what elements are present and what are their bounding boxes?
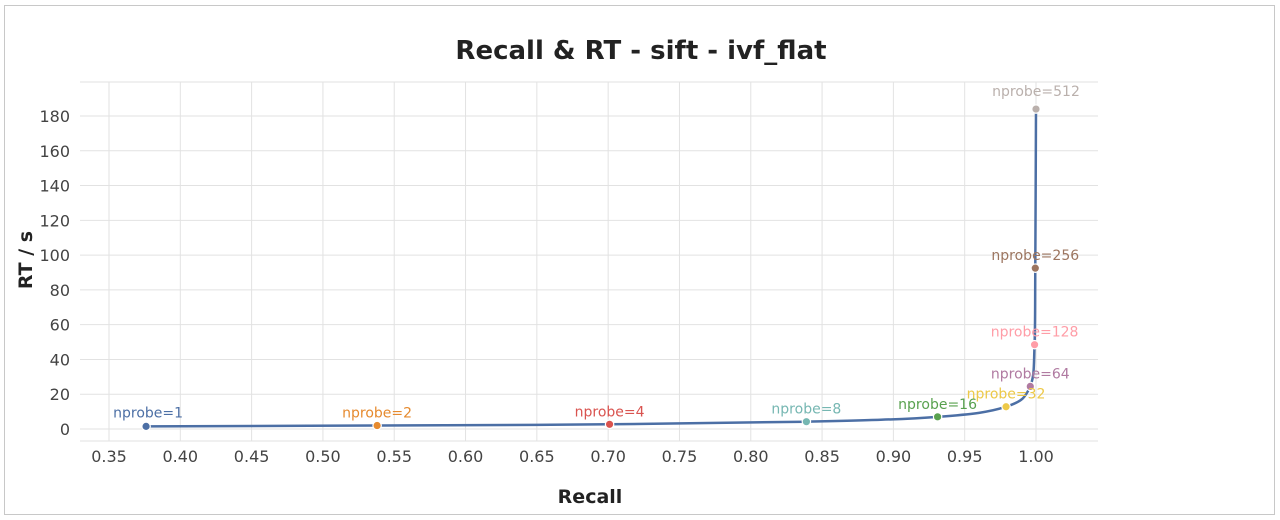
y-tick-label: 120: [39, 211, 70, 230]
x-tick-label: 1.00: [1018, 447, 1054, 466]
y-tick-label: 20: [50, 385, 70, 404]
y-tick-label: 40: [50, 350, 70, 369]
point-annotation: nprobe=2: [342, 406, 412, 422]
y-tick-label: 0: [60, 420, 70, 439]
series-layer: [146, 109, 1038, 428]
point-annotation: nprobe=16: [898, 397, 977, 413]
y-tick-label: 140: [39, 177, 70, 196]
x-tick-label: 0.40: [162, 447, 198, 466]
y-tick-label: 180: [39, 107, 70, 126]
x-tick-label: 0.60: [448, 447, 484, 466]
x-tick-label: 0.85: [804, 447, 840, 466]
point-annotation: nprobe=256: [991, 248, 1079, 264]
x-tick-label: 0.95: [947, 447, 983, 466]
label-layer: nprobe=1 nprobe=2 nprobe=4 nprobe=8 nprobe=1…: [113, 84, 1080, 421]
data-point: [1029, 339, 1040, 350]
point-annotation: nprobe=32: [967, 387, 1046, 403]
x-tick-label: 0.90: [876, 447, 912, 466]
point-annotation: nprobe=64: [991, 366, 1070, 382]
x-tick-label: 0.70: [590, 447, 626, 466]
x-tick-label: 0.45: [234, 447, 270, 466]
x-tick-label: 0.80: [733, 447, 769, 466]
grid-layer: [80, 81, 1098, 442]
data-point: [372, 420, 382, 431]
y-axis-label: RT / s: [15, 231, 37, 289]
point-layer: [141, 104, 1041, 432]
series-line: [146, 109, 1038, 428]
x-tick-label: 0.50: [305, 447, 341, 466]
data-point: [1001, 401, 1011, 412]
x-tick-label: 0.35: [91, 447, 127, 466]
point-annotation: nprobe=4: [575, 404, 645, 420]
y-tick-label: 60: [50, 316, 70, 335]
data-point: [1031, 104, 1041, 114]
chart-title: Recall & RT - sift - ivf_flat: [455, 36, 826, 66]
data-point: [1025, 381, 1036, 392]
data-point: [604, 419, 615, 430]
y-tick-label: 100: [39, 246, 70, 265]
y-tick-label: 160: [39, 142, 70, 161]
tick-layer: 0.35 0.40 0.45 0.50 0.55 0.60 0.65 0.70 0.75 0.80…: [39, 107, 1053, 466]
data-point: [801, 416, 812, 427]
point-annotation: nprobe=128: [991, 325, 1079, 341]
x-tick-label: 0.65: [519, 447, 555, 466]
point-annotation: nprobe=1: [113, 405, 183, 421]
x-tick-label: 0.75: [662, 447, 698, 466]
x-axis-label: Recall: [558, 486, 623, 508]
data-point: [1030, 263, 1041, 273]
data-point: [141, 421, 151, 432]
data-point: [932, 412, 943, 422]
point-annotation: nprobe=8: [771, 402, 841, 418]
point-annotation: nprobe=512: [992, 84, 1080, 100]
x-tick-label: 0.55: [376, 447, 412, 466]
chart-frame: [4, 5, 1275, 515]
y-tick-label: 80: [50, 281, 70, 300]
